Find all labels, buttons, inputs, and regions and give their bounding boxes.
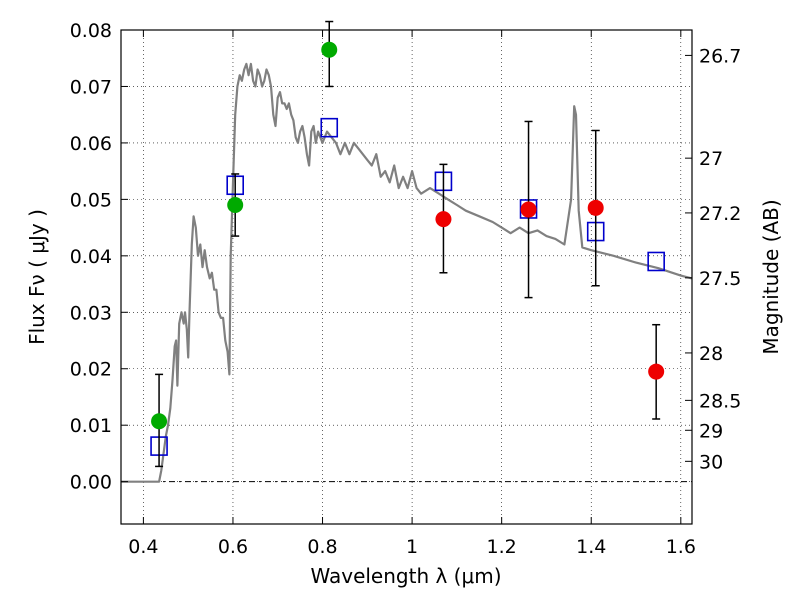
x-tick-label: 0.4	[128, 536, 158, 558]
plot-area	[121, 30, 692, 524]
y-tick-label: 0.02	[70, 359, 112, 381]
series-layer	[121, 20, 693, 483]
right-tick-label: 27	[699, 148, 723, 170]
observed-flux-point	[151, 413, 168, 430]
right-tick-label: 28.5	[699, 390, 741, 412]
x-tick-label: 1.6	[666, 536, 696, 558]
y-axis-title: Flux Fν ( μJy )	[25, 209, 49, 345]
x-tick-label: 1.2	[487, 536, 517, 558]
x-tick-label: 0.6	[218, 536, 248, 558]
y-tick-label: 0.05	[70, 189, 112, 211]
right-axis-title: Magnitude (AB)	[759, 199, 783, 354]
y-tick-label: 0.04	[70, 246, 112, 268]
x-axis-title: Wavelength λ (μm)	[310, 564, 501, 588]
y-tick-label: 0.01	[70, 415, 112, 437]
observed-flux-point	[587, 199, 604, 216]
observed-flux-point	[435, 211, 452, 228]
observed-flux-point	[520, 201, 537, 218]
x-tick-label: 1.4	[576, 536, 606, 558]
right-tick-label: 27.2	[699, 203, 741, 225]
observed-flux-point	[648, 363, 665, 380]
x-tick-label: 0.8	[307, 536, 337, 558]
spectrum-line	[121, 62, 693, 483]
y-tick-label: 0.07	[70, 76, 112, 98]
right-tick-label: 29	[699, 420, 723, 442]
right-tick-label: 27.5	[699, 268, 741, 290]
y-tick-label: 0.03	[70, 302, 112, 324]
y-tick-label: 0.06	[70, 133, 112, 155]
y-tick-label: 0.08	[70, 20, 112, 42]
observed-flux-point	[227, 197, 244, 214]
plot-frame	[120, 29, 693, 525]
observed-flux-point	[321, 41, 338, 58]
axis-ticks: 0.4 0.6 0.8 1 1.2 1.4 1.6 0.00 0.01 0.02 0.03 0.04 0…	[70, 20, 742, 558]
y-tick-label: 0.00	[70, 472, 112, 494]
model-photometry-point	[320, 117, 339, 138]
right-tick-label: 26.7	[699, 45, 741, 67]
x-tick-label: 1	[406, 536, 418, 558]
right-tick-label: 30	[699, 451, 723, 473]
model-photometry-point	[647, 251, 665, 272]
right-tick-label: 28	[699, 343, 723, 365]
